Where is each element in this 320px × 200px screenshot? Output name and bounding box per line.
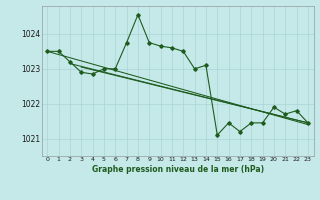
- X-axis label: Graphe pression niveau de la mer (hPa): Graphe pression niveau de la mer (hPa): [92, 165, 264, 174]
